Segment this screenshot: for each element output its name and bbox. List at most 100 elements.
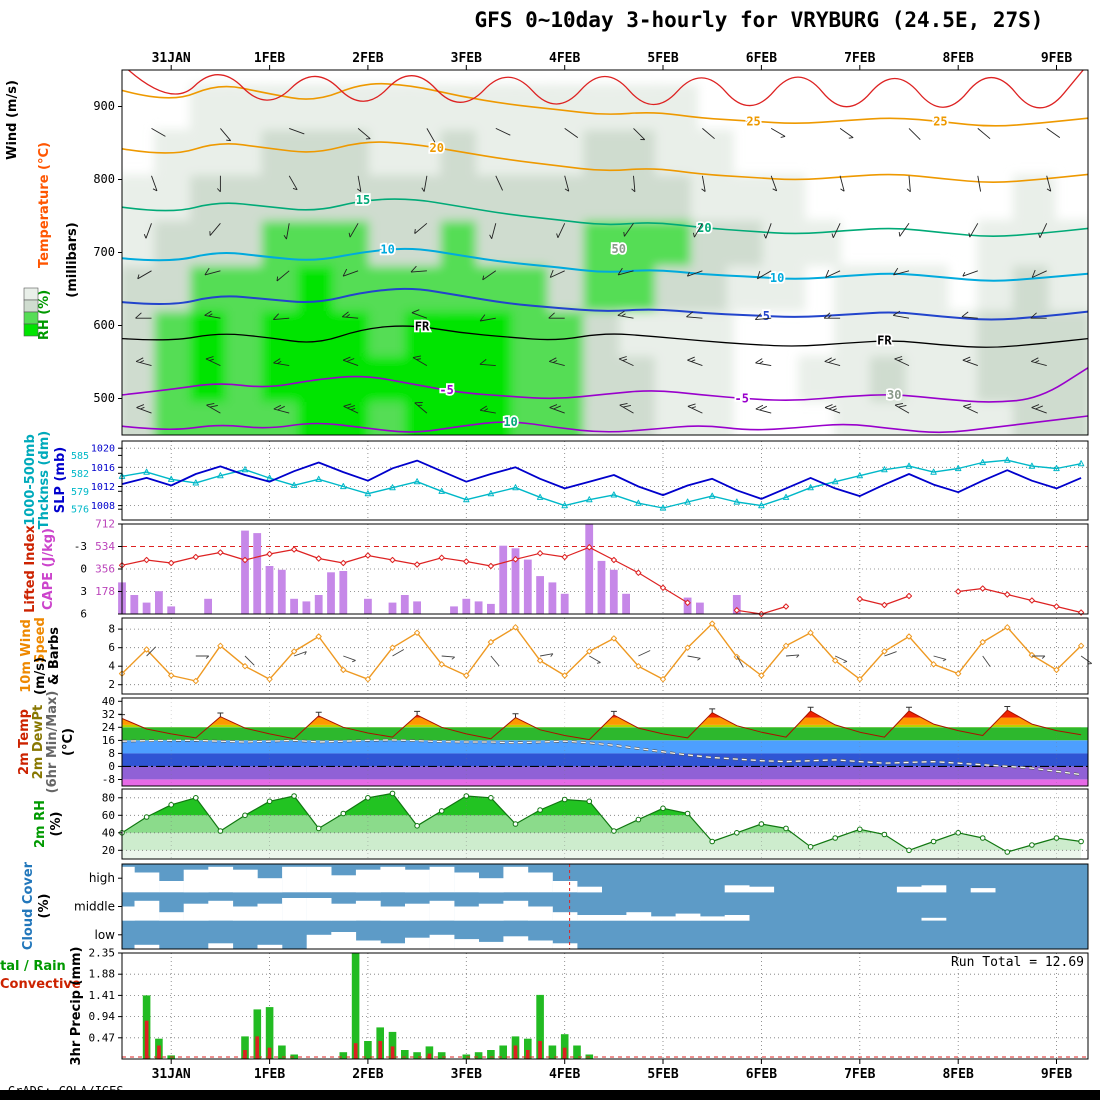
- path: [479, 359, 496, 367]
- path: [340, 483, 347, 490]
- side-label: Lifted Index: [23, 524, 38, 612]
- path: [143, 468, 150, 475]
- side-label: 2m Temp: [17, 709, 32, 775]
- date-label: 9FEB: [1041, 1067, 1072, 1082]
- side-label: Total / Rain: [0, 959, 66, 974]
- path: [770, 175, 778, 192]
- path: [905, 462, 913, 469]
- path: [755, 404, 772, 414]
- path: [266, 550, 273, 558]
- temp-band: [122, 740, 1088, 754]
- tick-label: 60: [102, 809, 115, 822]
- upper-wind-barbs: [135, 127, 1061, 414]
- side-label: Speed: [33, 617, 48, 663]
- path: [687, 356, 703, 367]
- path: [414, 561, 421, 568]
- path: [982, 655, 991, 667]
- path: [410, 265, 427, 273]
- path: [561, 502, 568, 509]
- path: [343, 655, 356, 663]
- path: [389, 644, 396, 651]
- rh-colorbar: [23, 287, 39, 337]
- path: [633, 128, 646, 141]
- path: [537, 550, 544, 557]
- path: [392, 649, 405, 657]
- path: [438, 487, 445, 494]
- date-label: 3FEB: [451, 51, 482, 66]
- tick-label: 900: [93, 99, 115, 113]
- side-label: Thcknss (dm): [37, 431, 52, 529]
- cloud-row-label: middle: [74, 900, 115, 914]
- path: [709, 492, 716, 499]
- path: [659, 584, 667, 591]
- path: [1038, 223, 1048, 238]
- contour-label: 20: [697, 221, 711, 235]
- side-label: (°C): [61, 728, 76, 756]
- tick-label: 40: [102, 695, 115, 708]
- path: [315, 555, 322, 562]
- tick-label: 24: [102, 721, 116, 734]
- path: [881, 648, 888, 655]
- path: [782, 493, 790, 500]
- path: [288, 175, 298, 191]
- path: [1078, 642, 1085, 649]
- date-label: 8FEB: [942, 51, 973, 66]
- path: [881, 466, 888, 473]
- panel-border: [121, 788, 1089, 860]
- path: [824, 357, 841, 367]
- minmax-whisker: [906, 706, 912, 711]
- path: [979, 585, 986, 592]
- side-label: & Barbs: [47, 627, 62, 685]
- rh-shading: [122, 84, 1088, 435]
- path: [824, 404, 841, 414]
- path: [561, 553, 568, 561]
- path: [135, 357, 152, 367]
- path: [548, 312, 565, 319]
- date-label: 6FEB: [746, 1067, 777, 1082]
- path: [564, 175, 570, 192]
- path: [955, 465, 962, 472]
- path: [315, 633, 322, 640]
- path: [1028, 462, 1036, 469]
- contour-label: 30: [887, 388, 901, 402]
- date-label: 7FEB: [844, 51, 875, 66]
- path: [586, 496, 593, 503]
- date-label: 6FEB: [746, 51, 777, 66]
- path: [659, 676, 667, 683]
- path: [756, 270, 772, 280]
- date-label: 2FEB: [352, 51, 383, 66]
- temp-band: [122, 766, 1088, 780]
- side-label: (millibars): [65, 222, 80, 297]
- path: [217, 642, 224, 649]
- contour-FR: [122, 325, 1088, 348]
- path: [758, 502, 765, 509]
- path: [782, 603, 790, 610]
- side-label: (6hr Min/Max): [45, 691, 60, 794]
- path: [635, 569, 642, 576]
- date-label: 4FEB: [549, 51, 580, 66]
- side-label: RH (%): [37, 290, 52, 340]
- path: [905, 633, 913, 640]
- date-label: 31JAN: [152, 51, 191, 66]
- path: [906, 175, 911, 193]
- side-label: (%): [37, 894, 52, 919]
- path: [758, 672, 765, 679]
- tick-label: 178: [95, 585, 115, 598]
- path: [205, 356, 221, 367]
- path: [1053, 603, 1060, 610]
- path: [825, 269, 841, 278]
- side-label: SLP (mb): [53, 447, 68, 513]
- tick-label: 1016: [91, 463, 115, 474]
- path: [549, 269, 565, 278]
- path: [684, 498, 691, 505]
- path: [619, 402, 634, 414]
- path: [617, 267, 634, 276]
- tick-label: 3: [80, 585, 87, 598]
- path: [276, 270, 290, 282]
- path: [273, 358, 290, 367]
- tick-label: 2.35: [89, 947, 116, 960]
- side-label: Wind (m/s): [5, 80, 20, 160]
- path: [610, 556, 617, 564]
- path: [589, 655, 601, 664]
